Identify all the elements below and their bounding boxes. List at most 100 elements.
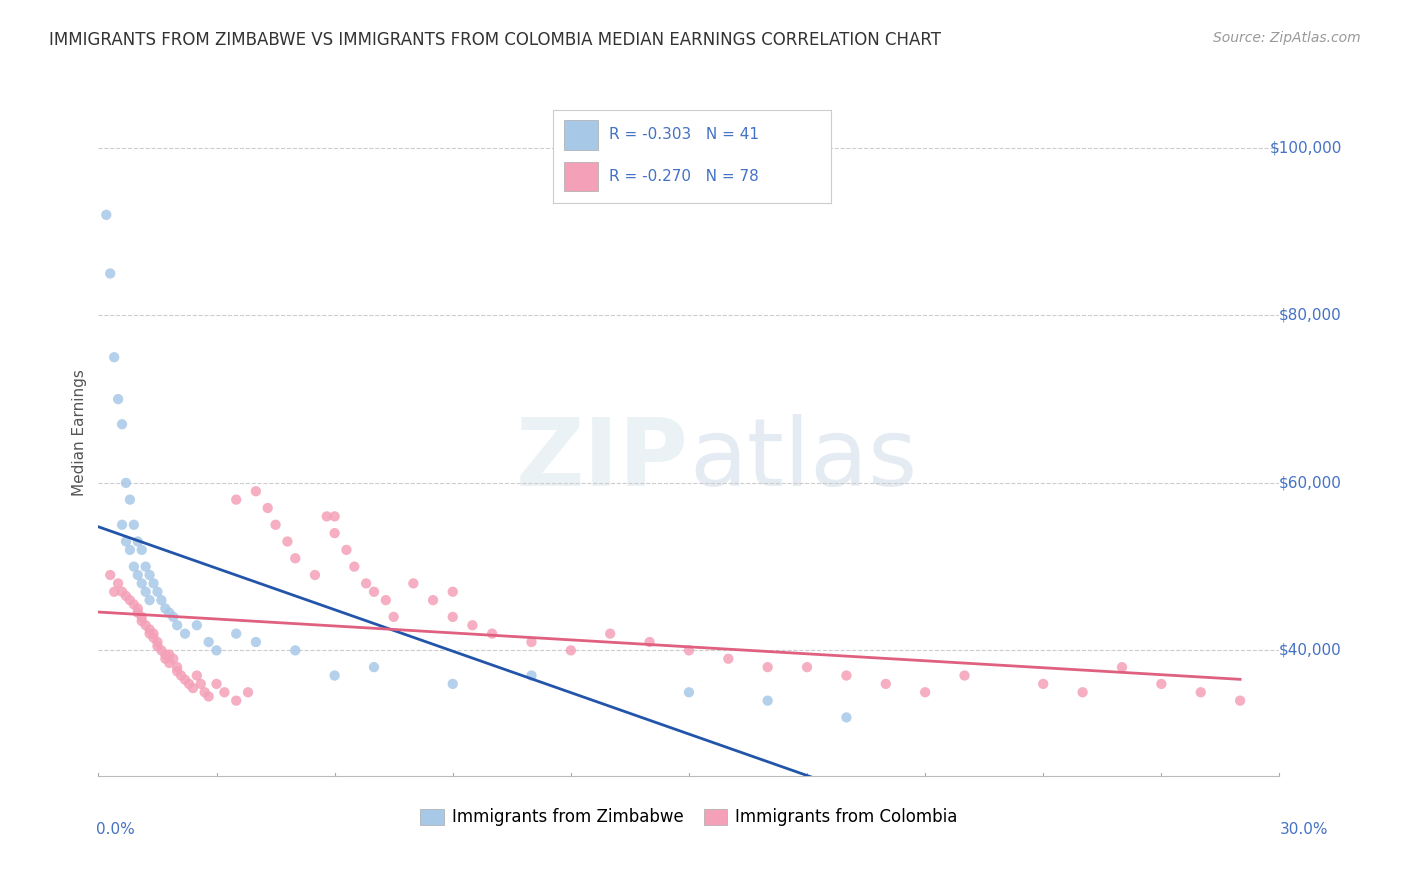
Point bbox=[756, 693, 779, 707]
Point bbox=[402, 576, 425, 591]
Point bbox=[131, 542, 153, 557]
Point bbox=[166, 660, 188, 674]
Point bbox=[363, 660, 385, 674]
Text: ZIP: ZIP bbox=[516, 414, 689, 506]
Point bbox=[142, 626, 165, 640]
Point bbox=[111, 584, 134, 599]
Point bbox=[127, 534, 149, 549]
Point bbox=[115, 534, 138, 549]
Point bbox=[177, 677, 200, 691]
Point bbox=[343, 559, 366, 574]
Point bbox=[638, 635, 661, 649]
Point bbox=[520, 668, 543, 682]
Point bbox=[953, 668, 976, 682]
Point bbox=[135, 618, 157, 632]
Point bbox=[914, 685, 936, 699]
Point bbox=[107, 392, 129, 406]
Point bbox=[1111, 660, 1133, 674]
Point bbox=[304, 568, 326, 582]
Point bbox=[111, 417, 134, 432]
Point bbox=[205, 677, 228, 691]
Point bbox=[138, 593, 160, 607]
Point bbox=[875, 677, 897, 691]
Point bbox=[599, 626, 621, 640]
Text: 0.0%: 0.0% bbox=[96, 822, 135, 837]
Point bbox=[225, 693, 247, 707]
Point bbox=[174, 626, 197, 640]
Point bbox=[162, 652, 184, 666]
Point bbox=[315, 509, 337, 524]
Point bbox=[98, 568, 121, 582]
Point bbox=[138, 568, 160, 582]
Point bbox=[115, 589, 138, 603]
Point bbox=[335, 542, 357, 557]
Point bbox=[131, 576, 153, 591]
Point bbox=[98, 267, 121, 281]
Point bbox=[461, 618, 484, 632]
Point bbox=[382, 610, 405, 624]
Point bbox=[127, 568, 149, 582]
Point bbox=[441, 584, 464, 599]
Point bbox=[1229, 693, 1251, 707]
Point bbox=[103, 584, 125, 599]
Point bbox=[225, 492, 247, 507]
Point bbox=[835, 668, 858, 682]
Text: $40,000: $40,000 bbox=[1279, 643, 1341, 658]
Point bbox=[181, 681, 204, 695]
Point bbox=[323, 526, 346, 541]
Point bbox=[103, 350, 125, 364]
Point bbox=[245, 484, 267, 499]
Point bbox=[138, 623, 160, 637]
Point bbox=[245, 635, 267, 649]
Text: atlas: atlas bbox=[689, 414, 917, 506]
Point bbox=[214, 685, 236, 699]
Point bbox=[96, 208, 118, 222]
Point bbox=[150, 593, 173, 607]
Point bbox=[1032, 677, 1054, 691]
Point bbox=[186, 618, 208, 632]
Point bbox=[354, 576, 377, 591]
Point bbox=[146, 584, 169, 599]
Point bbox=[138, 626, 160, 640]
Point bbox=[118, 542, 141, 557]
Point bbox=[186, 668, 208, 682]
Point bbox=[197, 690, 219, 704]
Point bbox=[194, 685, 217, 699]
Point bbox=[197, 635, 219, 649]
Point bbox=[441, 610, 464, 624]
Point bbox=[205, 643, 228, 657]
Text: IMMIGRANTS FROM ZIMBABWE VS IMMIGRANTS FROM COLOMBIA MEDIAN EARNINGS CORRELATION: IMMIGRANTS FROM ZIMBABWE VS IMMIGRANTS F… bbox=[49, 31, 941, 49]
Point bbox=[142, 631, 165, 645]
Point bbox=[374, 593, 396, 607]
Point bbox=[135, 559, 157, 574]
Point bbox=[264, 517, 287, 532]
Point bbox=[678, 643, 700, 657]
Point bbox=[276, 534, 298, 549]
Point bbox=[157, 656, 180, 670]
Point bbox=[155, 601, 177, 615]
Point bbox=[122, 598, 145, 612]
Point bbox=[1150, 677, 1173, 691]
Point bbox=[155, 648, 177, 662]
Point bbox=[225, 626, 247, 640]
Point bbox=[146, 639, 169, 653]
Text: 30.0%: 30.0% bbox=[1281, 822, 1329, 837]
Legend: Immigrants from Zimbabwe, Immigrants from Colombia: Immigrants from Zimbabwe, Immigrants fro… bbox=[413, 802, 965, 833]
Point bbox=[422, 593, 444, 607]
Point bbox=[135, 584, 157, 599]
Point bbox=[284, 551, 307, 566]
Point bbox=[174, 673, 197, 687]
Point bbox=[146, 635, 169, 649]
Point bbox=[170, 668, 193, 682]
Point bbox=[236, 685, 259, 699]
Point bbox=[323, 668, 346, 682]
Point bbox=[756, 660, 779, 674]
Point bbox=[190, 677, 212, 691]
Point bbox=[162, 610, 184, 624]
Point bbox=[150, 643, 173, 657]
Point bbox=[256, 501, 278, 516]
Point bbox=[127, 601, 149, 615]
Point bbox=[717, 652, 740, 666]
Point bbox=[1189, 685, 1212, 699]
Point bbox=[520, 635, 543, 649]
